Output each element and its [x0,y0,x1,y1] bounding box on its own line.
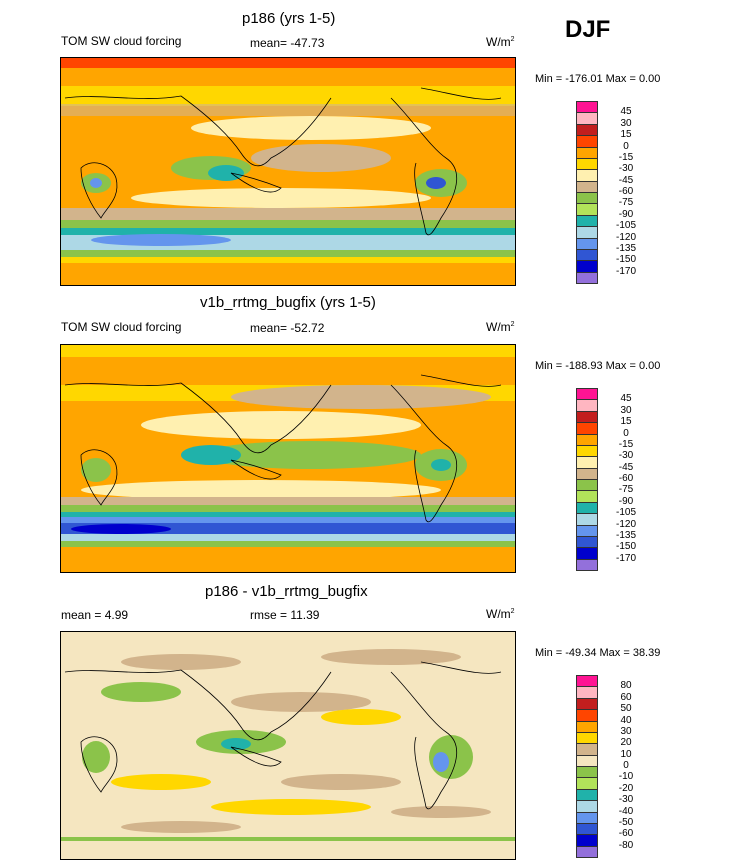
colorbar-tick-label: -75 [618,484,634,496]
panel3-colorbar: 80 60 50 40 30 20 10 0 -10 -20 -30 -40 -50 -60 -80 [576,675,633,858]
colorbar-tick-label: -75 [618,197,634,209]
colorbar-tick-label: 30 [620,725,632,737]
colorbar-tick-label: -60 [618,473,634,484]
panel3-title: p186 - v1b_rrtmg_bugfix [205,583,368,600]
panel2-title: v1b_rrtmg_bugfix (yrs 1-5) [200,294,376,311]
colorbar-tick-label: -30 [618,794,634,806]
colorbar-tick-label: 0 [623,427,629,439]
colorbar-tick-label: 0 [623,140,629,152]
colorbar-tick-label: -15 [618,151,634,163]
panel3-mean-label: mean = 4.99 [61,608,129,622]
colorbar-tick-label: 45 [620,393,632,405]
colorbar-tick-label: -30 [618,163,634,175]
panel2-colorbar: 45 30 15 0 -15 -30 -45 -60 -75 -90 -105 -120 -135 -15… [576,388,636,571]
colorbar-tick-label: -45 [618,461,634,473]
panel2-minmax: Min = -188.93 Max = 0.00 [535,360,661,372]
colorbar-swatch [576,558,598,571]
colorbar-swatch [576,845,598,858]
colorbar-tick-label: 45 [620,106,632,118]
panel2-variable-label: TOM SW cloud forcing [61,320,182,334]
colorbar-swatch [576,271,598,284]
colorbar-tick-label: 80 [620,680,632,692]
colorbar-tick-label: -45 [618,174,634,186]
colorbar-tick-label: 60 [620,691,632,703]
colorbar-tick-label: -105 [615,507,636,519]
colorbar-tick-label: -90 [618,495,634,507]
panel2-map [60,344,516,573]
colorbar-tick-label: 10 [620,748,632,760]
colorbar-tick-label: -170 [615,265,636,277]
panel1-mean-label: mean= -47.73 [250,36,325,50]
colorbar-tick-label: 30 [620,117,632,129]
panel3-map-svg [61,632,515,859]
panel1-units: W/m2 [486,35,515,49]
season-label: DJF [565,16,611,43]
colorbar-tick-label: -50 [618,816,634,828]
panel1-variable-label: TOM SW cloud forcing [61,34,182,48]
panel1-title: p186 (yrs 1-5) [242,10,336,27]
colorbar-tick-label: 0 [623,760,629,771]
colorbar-tick-label: -30 [618,450,634,462]
colorbar-tick-label: -15 [618,438,634,450]
colorbar-tick-label: 30 [620,404,632,416]
colorbar-tick-label: -150 [615,254,636,266]
panel2-units: W/m2 [486,320,515,334]
colorbar-tick-label: -10 [618,771,634,783]
colorbar-tick-label: 20 [620,737,632,749]
panel3-map [60,631,516,860]
colorbar-tick-label: -90 [618,208,634,220]
colorbar-tick-label: -40 [618,805,634,817]
colorbar-tick-label: -170 [615,552,636,564]
colorbar-tick-label: -20 [618,782,634,794]
colorbar-tick-label: -60 [618,828,634,840]
colorbar-tick-label: 15 [620,129,632,141]
colorbar-tick-label: -105 [615,220,636,232]
panel2-map-svg [61,345,515,572]
colorbar-tick-label: 15 [620,416,632,428]
colorbar-tick-label: 50 [620,703,632,715]
panel1-map-svg [61,58,515,285]
colorbar-tick-label: -120 [615,231,636,243]
colorbar-tick-label: 40 [620,714,632,726]
panel3-minmax: Min = -49.34 Max = 38.39 [535,647,661,659]
panel3-rmse-label: rmse = 11.39 [250,608,320,622]
colorbar-tick-label: -80 [618,839,634,851]
colorbar-tick-label: -150 [615,541,636,553]
colorbar-tick-label: -120 [615,518,636,530]
colorbar-tick-label: -135 [615,529,636,541]
panel1-map [60,57,516,286]
panel3-units: W/m2 [486,607,515,621]
colorbar-tick-label: -135 [615,242,636,254]
panel1-minmax: Min = -176.01 Max = 0.00 [535,73,661,85]
colorbar-tick-label: -60 [618,186,634,197]
panel1-colorbar: 45 30 15 0 -15 -30 -45 -60 -75 -90 -105 -120 -135 -15… [576,101,636,284]
panel2-mean-label: mean= -52.72 [250,321,325,335]
